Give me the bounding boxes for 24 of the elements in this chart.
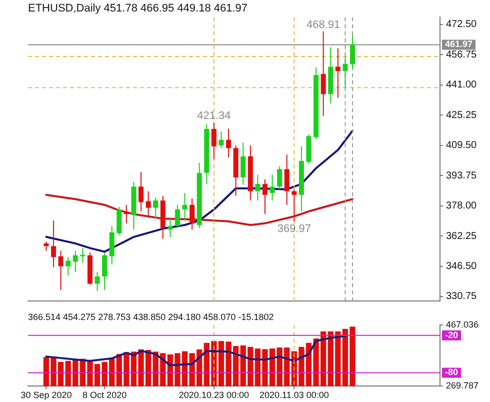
x-tick-label: 8 Oct 2020 bbox=[82, 390, 127, 400]
x-tick-label: 30 Sep 2020 bbox=[20, 390, 72, 400]
annotation: -20 bbox=[445, 330, 458, 340]
ref-line-label: 461.97 bbox=[445, 39, 473, 50]
y-tick-label: 393.75 bbox=[446, 170, 478, 182]
y-tick-label: 378.00 bbox=[446, 200, 478, 212]
x-tick-label: 2020.11.03 00:00 bbox=[259, 390, 329, 400]
y-tick-label: 456.75 bbox=[446, 49, 478, 60]
y-tick-label: 425.25 bbox=[446, 110, 478, 121]
y-tick-label: 472.50 bbox=[446, 19, 478, 30]
chart-title: 366.514 454.275 278.753 438.850 294.180 458.070 -15.1802 bbox=[28, 312, 274, 322]
y-tick-label: 441.00 bbox=[446, 80, 478, 91]
y-tick-label: 467.036 bbox=[446, 319, 479, 330]
y-tick-label: 330.75 bbox=[446, 291, 478, 302]
chart-title: ETHUSD,Daily 451.78 466.95 449.18 461.97 bbox=[28, 2, 248, 15]
y-tick-label: 269.787 bbox=[446, 380, 479, 391]
y-tick-label: 362.25 bbox=[446, 230, 478, 242]
annotation: 468.91 bbox=[306, 18, 340, 31]
annotation: 369.97 bbox=[277, 222, 311, 235]
annotation: 421.34 bbox=[197, 110, 231, 122]
x-tick-label: 2020.10.23 00:00 bbox=[178, 390, 249, 400]
y-tick-label: 409.50 bbox=[446, 140, 478, 152]
annotation: -80 bbox=[445, 367, 458, 378]
y-tick-label: 346.50 bbox=[446, 261, 478, 272]
